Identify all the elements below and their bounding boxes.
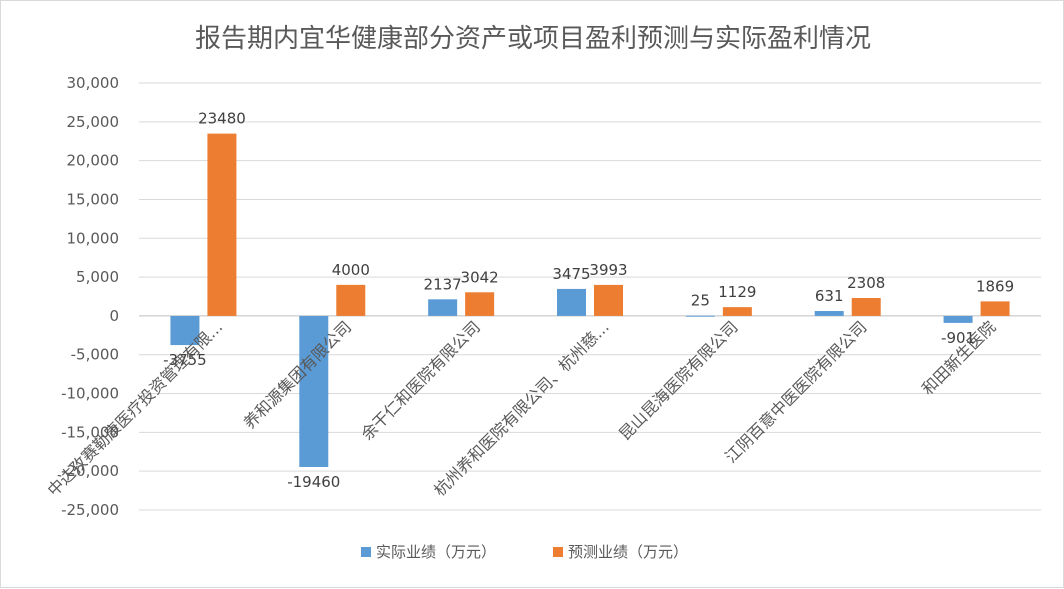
x-axis: 中达孜赛勒康医疗投资管理有限... 养和源集团有限公司 余干仁和医院有限公司杭州养和…: [44, 317, 1000, 500]
data-label: 3993: [589, 261, 627, 279]
data-label: 631: [815, 287, 844, 305]
category-label: 江阴百意中医医院有限公司: [721, 317, 870, 466]
data-label: 2137: [424, 275, 462, 293]
gridlines: [139, 82, 1041, 511]
y-tick-label: -10,000: [61, 385, 119, 403]
bar-forecast: [980, 301, 1010, 316]
chart-title: 报告期内宜华健康部分资产或项目盈利预测与实际盈利情况: [195, 24, 871, 54]
data-label: -901: [941, 329, 975, 347]
bar-forecast: [465, 292, 495, 316]
category-label: 养和源集团有限公司: [240, 317, 355, 432]
y-tick-label: 15,000: [67, 190, 120, 208]
y-tick-label: -15,000: [61, 423, 119, 441]
data-label: -19460: [287, 473, 340, 491]
data-label: 2308: [847, 274, 885, 292]
y-tick-label: 20,000: [67, 152, 120, 170]
bar-actual: [170, 315, 200, 346]
category-label: 中达孜赛勒康医疗投资管理有限...: [44, 317, 227, 500]
legend-label: 预测业绩（万元）: [568, 543, 688, 561]
data-label: 4000: [332, 261, 370, 279]
bar-forecast: [207, 133, 237, 316]
legend-label: 实际业绩（万元）: [376, 543, 496, 561]
y-tick-label: 0: [109, 307, 119, 325]
category-label: 昆山昆海医院有限公司: [615, 317, 742, 444]
y-tick-label: -5,000: [71, 346, 119, 364]
y-tick-label: 10,000: [67, 229, 120, 247]
data-label: 25: [691, 292, 710, 310]
bar-actual: [557, 288, 586, 316]
data-label: 1869: [976, 277, 1014, 295]
bar-forecast: [722, 307, 752, 316]
bars: [170, 133, 1010, 467]
bar-actual: [943, 315, 973, 323]
legend-swatch: [553, 547, 563, 557]
bar-forecast: [851, 297, 881, 316]
data-labels: -3755 -19460 2137 3475 25 631 -901 23480 4000 304…: [163, 110, 1014, 491]
bar-actual: [428, 299, 458, 316]
bar-forecast: [594, 284, 623, 316]
data-label: 3475: [552, 265, 590, 283]
y-tick-label: 5,000: [76, 268, 119, 286]
y-tick-label: -25,000: [61, 501, 119, 519]
data-label: 1129: [718, 283, 756, 301]
bar-actual: [685, 315, 715, 317]
data-label: 23480: [198, 110, 246, 128]
y-tick-label: 30,000: [67, 74, 120, 92]
data-label: 3042: [461, 268, 499, 286]
legend-swatch: [361, 547, 371, 557]
bar-forecast: [336, 284, 366, 316]
legend: 实际业绩（万元） 预测业绩（万元）: [361, 543, 688, 561]
y-tick-label: 25,000: [67, 113, 120, 131]
y-tick-label: -20,000: [61, 462, 119, 480]
category-label: 余干仁和医院有限公司: [357, 317, 484, 444]
data-label: -3755: [163, 351, 207, 369]
y-axis: 30,000 25,000 20,000 15,000 10,000 5,000 0 -5,0…: [61, 74, 119, 519]
bar-actual: [814, 311, 844, 316]
bar-actual: [299, 315, 329, 467]
